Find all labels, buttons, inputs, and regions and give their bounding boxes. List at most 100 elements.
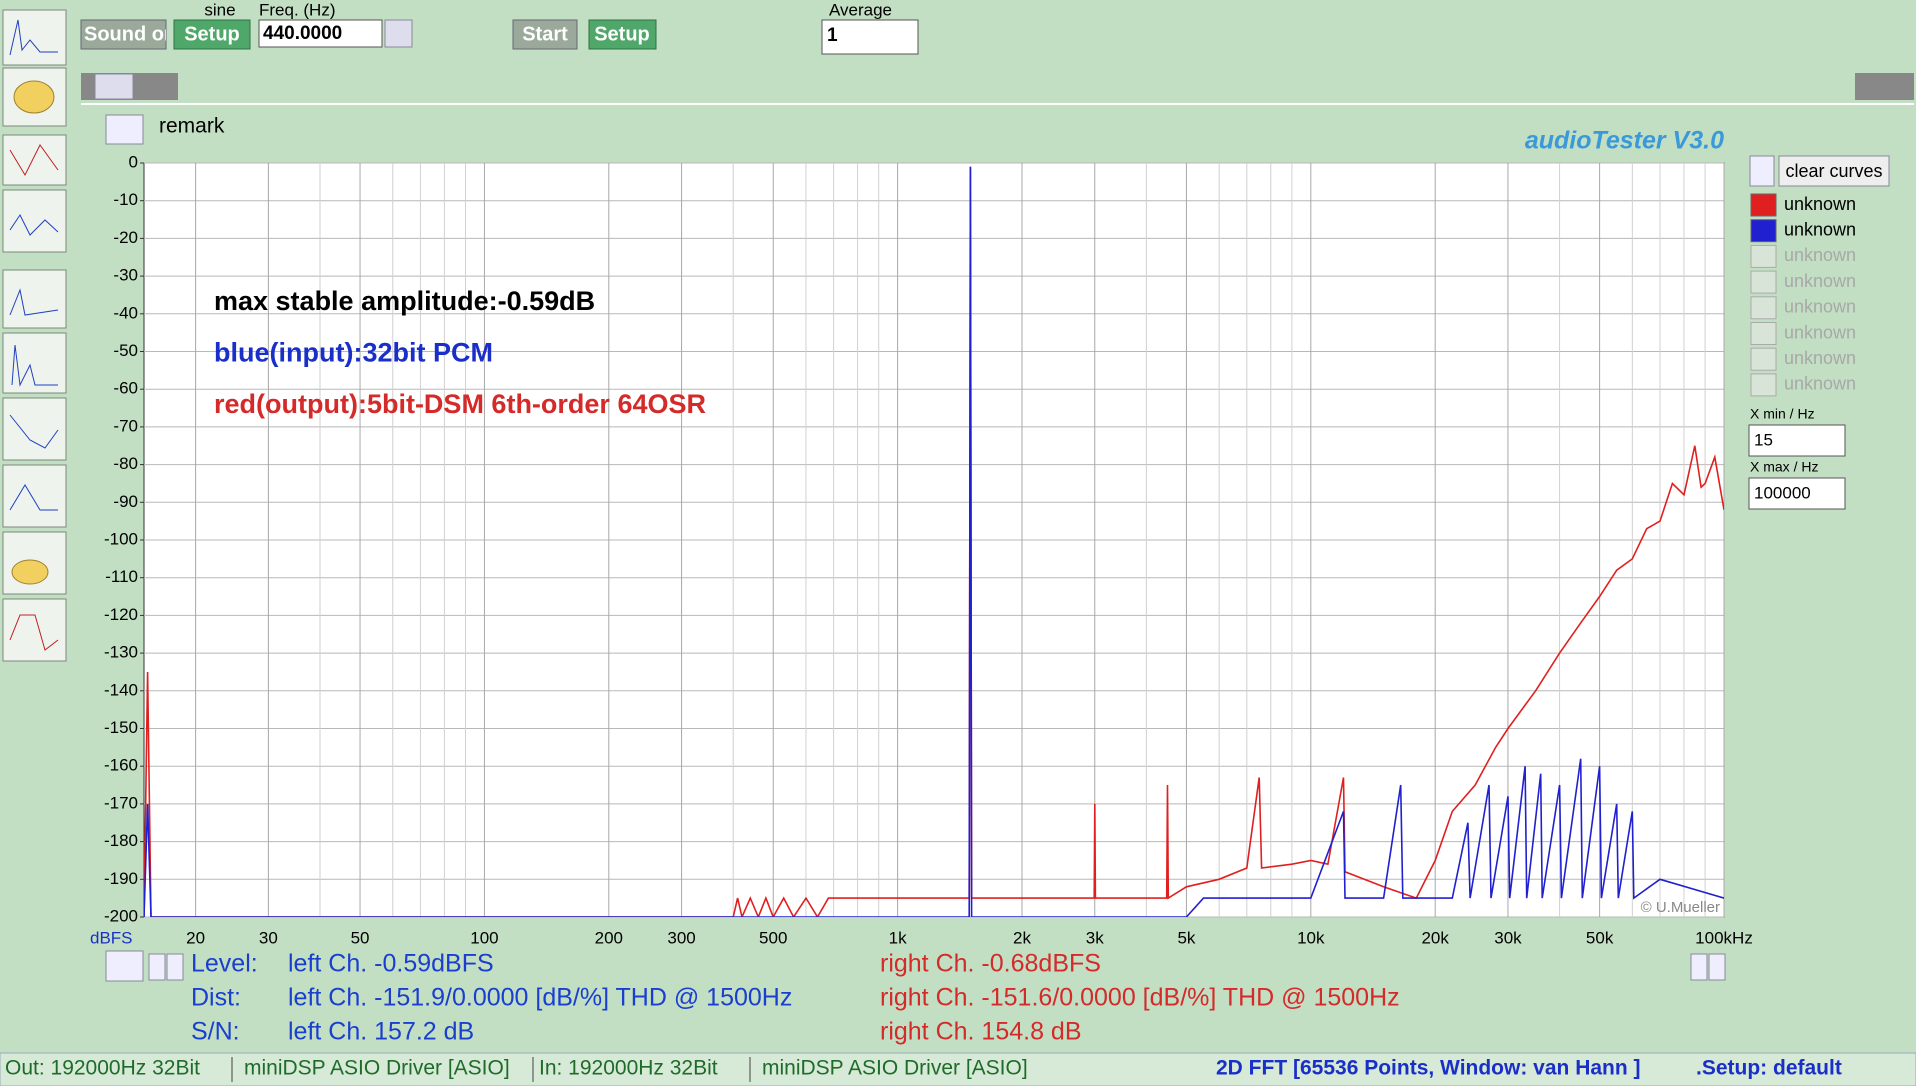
remark: remark <box>159 115 225 138</box>
y-tick-label: -90 <box>113 492 138 511</box>
y-tick-label: -180 <box>104 831 138 850</box>
icon-glyph <box>11 559 49 585</box>
y-tick-label: -20 <box>113 228 138 247</box>
xmin-label: X min / Hz <box>1750 406 1815 422</box>
tool-icon[interactable] <box>2 269 67 329</box>
x-tick-label: 50k <box>1586 928 1614 947</box>
remark-spinner[interactable] <box>105 114 144 145</box>
y-tick-label: -150 <box>104 718 138 737</box>
generator-setup-button[interactable] <box>173 19 251 50</box>
icon-glyph <box>9 484 58 511</box>
x-tick-label: 20 <box>186 928 205 947</box>
clear-curves-label: clear curves <box>1785 161 1882 181</box>
tool-icon[interactable] <box>2 189 67 253</box>
y-tick-label: -200 <box>104 906 138 925</box>
tool-strip <box>2 9 67 662</box>
start-label: Start <box>522 23 568 45</box>
legend-swatch <box>1750 373 1777 397</box>
x-tick-label: 500 <box>759 928 787 947</box>
tool-icon[interactable] <box>2 134 67 186</box>
icon-glyph <box>9 288 59 316</box>
status-fft: 2D FFT [65536 Points, Window: van Hann ] <box>1216 1057 1641 1080</box>
y-tick-label: -130 <box>104 643 138 662</box>
meas-left: left Ch. -151.9/0.0000 [dB/%] THD @ 1500… <box>288 984 792 1012</box>
y-unit: dBFS <box>90 928 133 947</box>
legend-label: unknown <box>1784 297 1856 317</box>
meas-left: left Ch. 157.2 dB <box>288 1018 474 1046</box>
y-tick-label: -120 <box>104 605 138 624</box>
clear-curves-button[interactable] <box>1778 155 1890 187</box>
y-tick-label: -110 <box>105 567 138 586</box>
spectrum-line <box>144 166 1724 917</box>
legend-label: unknown <box>1784 219 1856 239</box>
sound-button[interactable] <box>80 19 167 50</box>
tool-icon[interactable] <box>2 9 67 66</box>
legend-swatch <box>1750 244 1777 268</box>
scroll-left[interactable] <box>148 953 166 981</box>
legend-label: unknown <box>1784 245 1856 265</box>
meas-left: left Ch. -0.59dBFS <box>288 950 494 978</box>
sound-button-label: Sound on <box>84 23 176 45</box>
x-tick-label: 100kHz <box>1695 928 1753 947</box>
x-tick-label: 100 <box>470 928 498 947</box>
meas-right: right Ch. -151.6/0.0000 [dB/%] THD @ 150… <box>880 984 1400 1012</box>
measurements: Level: left Ch. -0.59dBFS right Ch. -0.68d… <box>191 950 1400 1046</box>
generator-label: sine <box>204 0 235 19</box>
status-out-driver: miniDSP ASIO Driver [ASIO] <box>244 1057 510 1080</box>
icon-glyph <box>9 214 59 236</box>
icon-glyph <box>9 414 59 449</box>
status-bar <box>0 1052 1916 1086</box>
legend-label: unknown <box>1784 348 1856 368</box>
meas-label: Level: <box>191 950 258 978</box>
xmin-input[interactable] <box>1748 424 1846 457</box>
freq-input[interactable] <box>258 19 383 48</box>
xmax-input[interactable] <box>1748 477 1846 510</box>
meas-spinner[interactable] <box>105 950 144 982</box>
icon-glyph <box>9 19 58 56</box>
legend-swatch <box>1750 219 1777 243</box>
x-tick-label: 30 <box>259 928 278 947</box>
legend-swatch <box>1750 270 1777 294</box>
y-tick-label: -40 <box>113 303 138 322</box>
meas-label: S/N: <box>191 1018 240 1046</box>
panel-spinner[interactable] <box>94 73 134 100</box>
tool-icon[interactable] <box>2 464 67 528</box>
annotation: red(output):5bit-DSM 6th-order 64OSR <box>214 389 706 419</box>
scroll-right[interactable] <box>1708 953 1726 981</box>
generator-setup-label: Setup <box>184 23 240 45</box>
status-setup: .Setup: default <box>1696 1057 1842 1080</box>
analyzer-setup-label: Setup <box>594 23 650 45</box>
scroll-left[interactable] <box>1690 953 1708 981</box>
icon-glyph <box>9 614 59 651</box>
legend-swatch <box>1750 347 1777 371</box>
y-tick-label: -50 <box>113 341 138 360</box>
x-tick-label: 200 <box>595 928 623 947</box>
x-tick-label: 20k <box>1421 928 1449 947</box>
xmin-value: 15 <box>1754 430 1773 449</box>
average-input[interactable] <box>821 19 919 55</box>
curve-spinner[interactable] <box>1749 155 1775 187</box>
freq-spinner[interactable] <box>384 19 413 48</box>
meas-right: right Ch. 154.8 dB <box>880 1018 1082 1046</box>
tool-icon[interactable] <box>2 598 67 662</box>
analyzer-setup-button[interactable] <box>588 19 657 50</box>
legend-label: unknown <box>1784 271 1856 291</box>
app-title: audioTester V3.0 <box>1525 127 1724 155</box>
y-tick-label: -100 <box>104 529 138 548</box>
legend: unknown unknown unknown unknown unknown unkno… <box>1750 193 1856 397</box>
xmax-label: X max / Hz <box>1750 459 1818 475</box>
freq-label: Freq. (Hz) <box>259 0 336 19</box>
meas-right: right Ch. -0.68dBFS <box>880 950 1101 978</box>
legend-swatch <box>1750 296 1777 320</box>
y-tick-label: 0 <box>129 152 138 171</box>
y-tick-label: -160 <box>104 756 138 775</box>
tool-icon[interactable] <box>2 397 67 461</box>
start-button[interactable] <box>512 19 578 50</box>
panel-bar <box>1855 73 1914 100</box>
scroll-right[interactable] <box>166 953 184 981</box>
curves <box>144 166 1724 917</box>
y-tick-label: -60 <box>113 379 138 398</box>
legend-label: unknown <box>1784 374 1856 394</box>
x-tick-label: 30k <box>1494 928 1522 947</box>
